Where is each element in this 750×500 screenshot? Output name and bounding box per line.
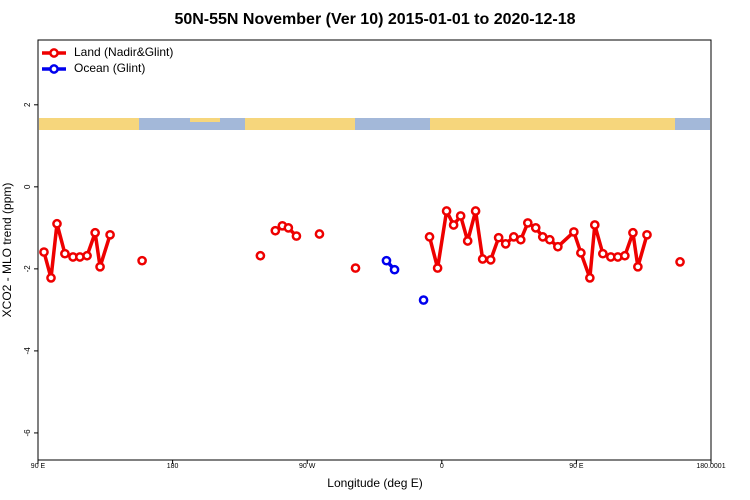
y-tick-label: 2 <box>23 102 32 107</box>
land-band <box>39 118 139 130</box>
x-tick-label: 0 <box>440 463 444 470</box>
x-tick-label: 90 E <box>31 463 46 470</box>
data-point <box>90 227 100 238</box>
data-point <box>137 255 147 266</box>
legend-marker <box>49 48 59 58</box>
land-band <box>430 118 675 130</box>
y-tick-label: -2 <box>23 265 32 273</box>
data-point <box>448 220 459 230</box>
legend-label: Ocean (Glint) <box>74 61 145 75</box>
data-point <box>350 263 361 273</box>
data-point <box>432 263 443 273</box>
data-point <box>46 273 56 283</box>
legend-marker <box>49 64 59 74</box>
legend-label: Land (Nadir&Glint) <box>74 45 173 59</box>
data-point <box>585 273 595 283</box>
data-point <box>477 254 488 264</box>
data-point <box>418 295 429 305</box>
data-point <box>60 248 70 259</box>
data-point <box>620 250 630 261</box>
data-point <box>628 227 638 238</box>
y-tick-label: -4 <box>23 347 32 355</box>
data-point <box>441 206 452 216</box>
data-point <box>424 232 435 242</box>
data-point <box>470 206 481 216</box>
data-point <box>589 220 600 230</box>
data-point <box>95 261 105 272</box>
y-tick-label: -6 <box>23 429 32 437</box>
data-point <box>569 227 579 237</box>
data-point <box>493 232 504 243</box>
data-point <box>576 248 586 258</box>
data-point <box>522 218 533 228</box>
data-point <box>291 231 302 241</box>
data-point <box>255 250 266 261</box>
data-point <box>105 229 115 240</box>
data-point <box>553 241 563 252</box>
data-point <box>544 234 555 245</box>
land-band <box>190 118 220 122</box>
data-point <box>270 225 281 236</box>
map-strip <box>39 118 710 130</box>
x-axis-label: Longitude (deg E) <box>327 476 422 490</box>
data-point <box>515 234 526 245</box>
x-tick-label: 180.0001 <box>696 463 725 470</box>
x-tick-label: 90 W <box>299 463 316 470</box>
data-point <box>598 248 608 259</box>
data-point <box>455 211 466 221</box>
data-point <box>82 250 92 261</box>
data-point <box>642 229 652 240</box>
land-band <box>245 118 355 130</box>
chart-title: 50N-55N November (Ver 10) 2015-01-01 to … <box>174 11 575 28</box>
data-point <box>530 223 541 233</box>
data-point <box>381 255 392 266</box>
data-point <box>389 264 400 275</box>
data-point <box>283 223 294 233</box>
y-axis-label: XCO2 - MLO trend (ppm) <box>0 183 14 318</box>
y-tick-label: 0 <box>23 184 32 189</box>
x-tick-label: 90 E <box>569 463 584 470</box>
plot-frame <box>37 39 712 461</box>
data-point <box>52 218 62 229</box>
data-point <box>462 236 473 246</box>
data-point <box>633 261 643 272</box>
data-point <box>39 247 49 257</box>
data-point <box>675 257 685 267</box>
data-point <box>485 254 496 265</box>
data-point <box>500 238 511 249</box>
data-point <box>314 229 325 239</box>
x-tick-label: 180 <box>167 463 179 470</box>
